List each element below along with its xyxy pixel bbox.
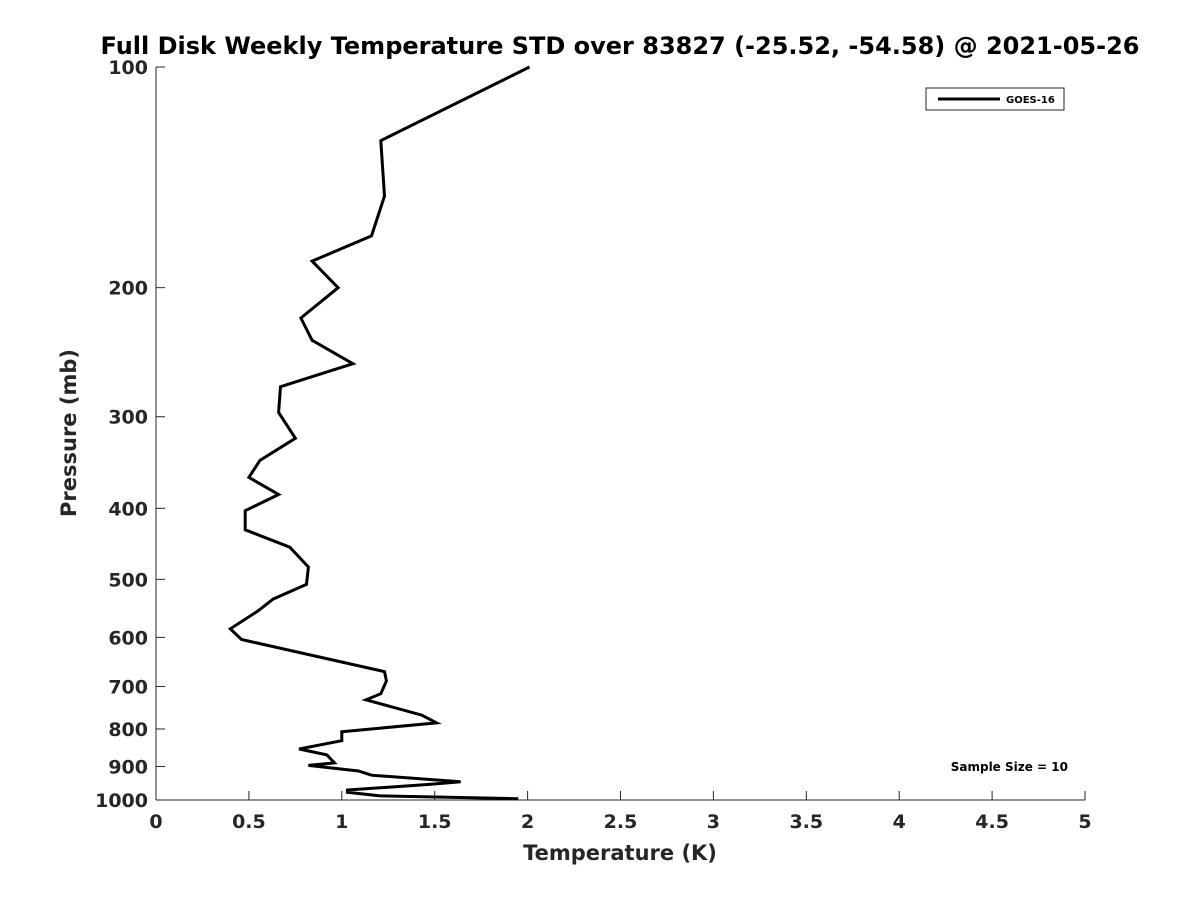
x-tick-label: 3.5 xyxy=(789,811,823,833)
y-tick-label: 400 xyxy=(108,498,148,520)
x-tick-label: 0.5 xyxy=(232,811,266,833)
series-layer xyxy=(227,65,531,801)
y-tick-label: 500 xyxy=(108,569,148,591)
x-axis-label: Temperature (K) xyxy=(523,841,717,865)
x-tick-label: 1 xyxy=(335,811,348,833)
y-tick-label: 600 xyxy=(108,627,148,649)
chart-title: Full Disk Weekly Temperature STD over 83… xyxy=(101,32,1140,60)
x-tick-label: 4 xyxy=(893,811,906,833)
sample-size-annotation: Sample Size = 10 xyxy=(951,760,1068,774)
y-axis-label: Pressure (mb) xyxy=(57,349,81,517)
y-axis-ticks: 100 200 300 400 500 600 700 800 900 1000 xyxy=(95,57,165,812)
axes-background xyxy=(156,67,1085,800)
plot-area xyxy=(155,67,1085,801)
legend: GOES-16 xyxy=(925,87,1065,111)
series-line-goes-16 xyxy=(227,65,531,801)
y-tick-label: 700 xyxy=(108,676,148,698)
x-tick-label: 2.5 xyxy=(604,811,638,833)
x-tick-label: 5 xyxy=(1078,811,1091,833)
y-tick-label: 100 xyxy=(108,57,148,79)
x-tick-label: 4.5 xyxy=(975,811,1009,833)
y-tick-label: 1000 xyxy=(95,790,148,812)
y-tick-label: 900 xyxy=(108,756,148,778)
x-tick-label: 3 xyxy=(707,811,720,833)
x-tick-label: 1.5 xyxy=(418,811,452,833)
legend-label-goes-16: GOES-16 xyxy=(1006,95,1055,106)
y-tick-label: 800 xyxy=(108,719,148,741)
y-tick-label: 300 xyxy=(108,407,148,429)
x-axis-ticks: 0 0.5 1 1.5 2 2.5 3 3.5 4 4.5 5 xyxy=(149,791,1092,833)
x-tick-label: 0 xyxy=(149,811,162,833)
y-tick-label: 200 xyxy=(108,278,148,300)
x-tick-label: 2 xyxy=(521,811,534,833)
